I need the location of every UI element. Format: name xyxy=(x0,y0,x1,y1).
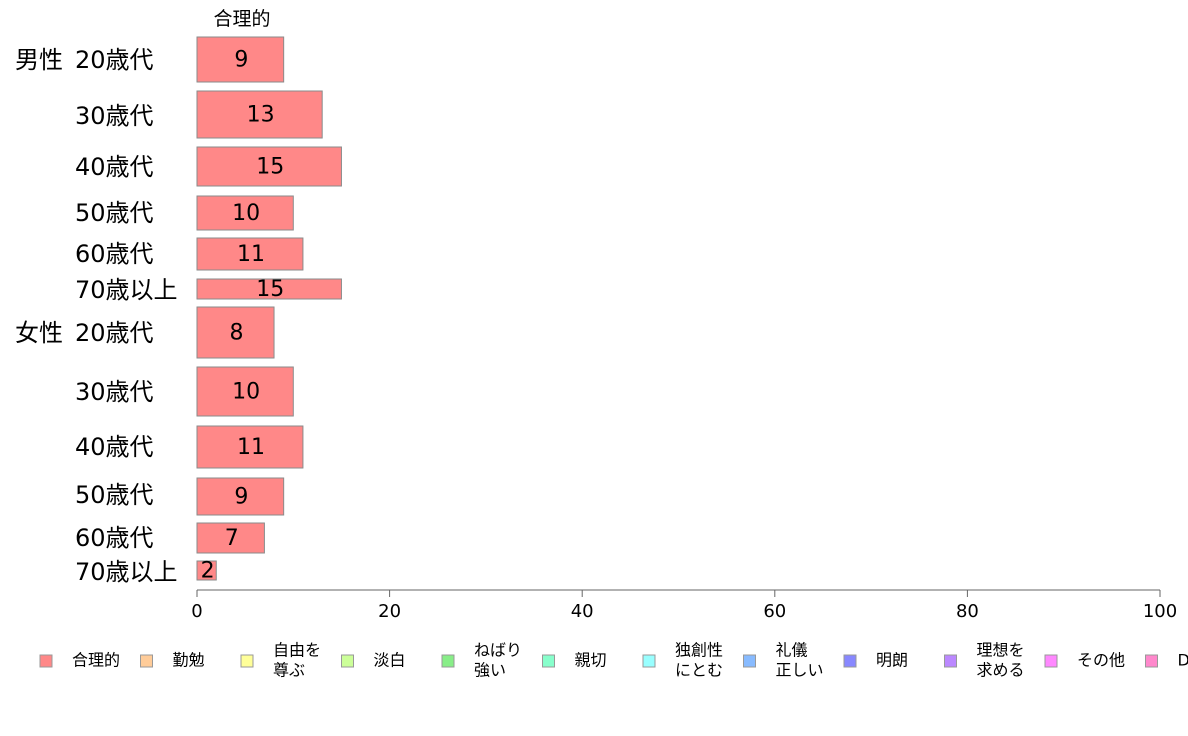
bar-value-label: 10 xyxy=(232,380,260,405)
legend-label: 理想を xyxy=(977,641,1025,660)
x-tick-label: 40 xyxy=(571,601,594,622)
column-header: 合理的 xyxy=(213,8,270,30)
legend-label: 礼儀 xyxy=(776,641,808,660)
legend-swatch xyxy=(944,654,957,668)
bar xyxy=(196,306,275,359)
bar xyxy=(196,366,294,417)
x-tick-label: 20 xyxy=(378,601,401,622)
legend-label: 自由を xyxy=(273,641,321,660)
x-tick-label: 0 xyxy=(191,601,202,622)
bar-value-label: 11 xyxy=(237,435,265,460)
category-label: 30歳代 xyxy=(75,378,154,406)
legend-swatch xyxy=(542,654,555,668)
legend-swatch xyxy=(39,654,53,668)
bar xyxy=(196,425,304,469)
legend-swatch xyxy=(441,654,455,668)
bar-value-label: 13 xyxy=(247,103,275,128)
legend-label: 強い xyxy=(474,661,506,680)
bar xyxy=(196,477,285,516)
bar-value-label: 15 xyxy=(256,155,284,180)
legend-label: 正しい xyxy=(776,661,824,680)
x-tick-label: 100 xyxy=(1143,601,1177,622)
group-label: 男性 xyxy=(15,46,63,74)
bar-value-label: 15 xyxy=(256,277,284,302)
legend-label: 合理的 xyxy=(72,651,120,670)
x-tick-label: 80 xyxy=(956,601,979,622)
bar xyxy=(196,90,323,139)
legend-swatch xyxy=(341,654,354,668)
bar xyxy=(196,237,304,271)
legend-swatch xyxy=(1145,654,1158,668)
category-label: 40歳代 xyxy=(75,153,154,181)
category-label: 30歳代 xyxy=(75,102,154,130)
legend-label: 独創性 xyxy=(675,641,723,660)
legend-label: 親切 xyxy=(575,651,607,670)
category-label: 20歳代 xyxy=(75,319,154,347)
legend-swatch xyxy=(642,654,656,668)
bar xyxy=(196,522,265,554)
legend-label: D xyxy=(1178,651,1188,670)
legend-swatch xyxy=(843,654,857,668)
legend-label: ねばり xyxy=(474,641,522,660)
bar xyxy=(196,36,285,83)
category-label: 50歳代 xyxy=(75,199,154,227)
bar-value-label: 10 xyxy=(232,201,260,226)
bar-value-label: 9 xyxy=(234,48,248,73)
bar-value-label: 8 xyxy=(230,321,244,346)
legend-swatch xyxy=(240,654,254,668)
category-label: 50歳代 xyxy=(75,481,154,509)
bar xyxy=(196,560,217,581)
bar-value-label: 11 xyxy=(237,242,265,267)
legend-swatch xyxy=(1044,654,1058,668)
bar-value-label: 7 xyxy=(225,526,239,551)
category-label: 60歳代 xyxy=(75,524,154,552)
category-label: 70歳以上 xyxy=(75,276,178,304)
legend-label: 明朗 xyxy=(876,651,908,670)
bar-value-label: 9 xyxy=(234,485,248,510)
category-label: 20歳代 xyxy=(75,46,154,74)
legend-label: その他 xyxy=(1077,651,1125,670)
legend-label: 尊ぶ xyxy=(273,661,305,680)
bar xyxy=(196,195,294,231)
x-tick-label: 60 xyxy=(763,601,786,622)
legend-swatch xyxy=(140,654,153,668)
legend-label: にとむ xyxy=(675,661,723,680)
category-label: 60歳代 xyxy=(75,240,154,268)
legend-label: 勤勉 xyxy=(173,651,205,670)
group-label: 女性 xyxy=(15,319,63,347)
legend-swatch xyxy=(743,654,756,668)
category-label: 70歳以上 xyxy=(75,558,178,586)
category-label: 40歳代 xyxy=(75,433,154,461)
bar xyxy=(196,278,342,300)
legend-label: 求める xyxy=(977,661,1025,680)
bar-value-label: 2 xyxy=(201,559,215,584)
legend-label: 淡白 xyxy=(374,651,406,670)
bar xyxy=(196,146,342,187)
